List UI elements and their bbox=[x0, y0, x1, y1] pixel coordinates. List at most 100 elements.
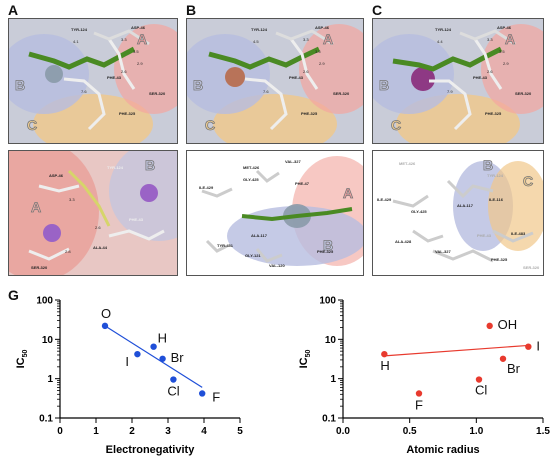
x-tick-label: 1 bbox=[93, 426, 99, 437]
docking-pose-d bbox=[9, 151, 177, 275]
data-point bbox=[381, 350, 388, 358]
region-label-a: A bbox=[31, 199, 42, 216]
point-label: O bbox=[101, 306, 111, 321]
residue-label: VAL-327 bbox=[435, 249, 451, 254]
data-point bbox=[415, 390, 423, 397]
y-axis-label-sub: 50 bbox=[305, 350, 312, 358]
residue-label: TYR-124 bbox=[435, 27, 452, 32]
point-label: Br bbox=[171, 350, 185, 365]
residue-label: GLY-425 bbox=[243, 177, 259, 182]
residue-label: TYR-124 bbox=[107, 165, 124, 170]
residue-label: TYR-124 bbox=[251, 27, 268, 32]
residue-label: ASP-46 bbox=[497, 25, 512, 30]
distance-label: 3.5 bbox=[315, 49, 321, 54]
y-tick-label: 10 bbox=[42, 335, 54, 346]
point-label: F bbox=[415, 397, 423, 412]
residue-label: PHE-43 bbox=[473, 75, 488, 80]
distance-label: 2.8 bbox=[65, 249, 71, 254]
y-axis-label-sub: 50 bbox=[22, 350, 29, 358]
point-label: OH bbox=[498, 317, 518, 332]
region-label-a: A bbox=[505, 31, 516, 48]
x-axis-label: Electronegativity bbox=[106, 444, 196, 456]
panel-letter-c: C bbox=[372, 2, 383, 18]
x-tick-label: 4 bbox=[201, 426, 207, 437]
residue-label: PHE-325 bbox=[491, 257, 508, 262]
chart-atomic-radius-svg: 0.1 1 10 100 0.0 0.5 1.0 1.5 Atomic radius IC50 OH… bbox=[298, 296, 550, 457]
distance-label: 2.9 bbox=[137, 61, 143, 66]
chart-electronegativity-svg: 0.1 1 10 100 0 1 2 3 4 5 Electronegativity IC50 O H Br… bbox=[15, 296, 243, 457]
residue-label: PHE-43 bbox=[129, 217, 144, 222]
point-label: Cl bbox=[167, 384, 179, 399]
region-label-a: A bbox=[137, 31, 148, 48]
region-label-b: B bbox=[323, 237, 334, 254]
trend-line bbox=[384, 344, 529, 357]
y-tick-label: 100 bbox=[36, 296, 53, 307]
residue-label: SER-320 bbox=[149, 91, 166, 96]
residue-label: ILE-483 bbox=[511, 231, 526, 236]
x-tick-label: 1.0 bbox=[469, 426, 483, 437]
distance-label: 2.9 bbox=[319, 61, 325, 66]
distance-label: 7.9 bbox=[447, 89, 453, 94]
docking-pose-e bbox=[187, 151, 363, 275]
data-point bbox=[159, 355, 166, 362]
residue-label: PHE-325 bbox=[119, 111, 136, 116]
y-tick-label: 0.1 bbox=[322, 414, 336, 425]
residue-label: PHE-325 bbox=[317, 249, 334, 254]
residue-label: MET-426 bbox=[243, 165, 260, 170]
distance-label: 3.5 bbox=[133, 49, 139, 54]
distance-label: 2.9 bbox=[503, 61, 509, 66]
x-tick-label: 5 bbox=[237, 426, 243, 437]
panel-b-image: A B C TYR-124 ASP-46 PHE-43 SER-320 PHE-… bbox=[186, 18, 364, 144]
point-label: Br bbox=[507, 361, 521, 376]
residue-label: PHE-43 bbox=[289, 75, 304, 80]
residue-label: GLY-121 bbox=[245, 253, 261, 258]
chart-electronegativity: 0.1 1 10 100 0 1 2 3 4 5 Electronegativity IC50 O H Br… bbox=[0, 285, 275, 463]
residue-label: TYR-451 bbox=[217, 243, 234, 248]
residue-label: ALA-117 bbox=[251, 233, 268, 238]
panel-letter-b: B bbox=[186, 2, 197, 18]
distance-label: 4.1 bbox=[73, 39, 79, 44]
docking-pose-a bbox=[9, 19, 177, 143]
point-label: H bbox=[158, 331, 167, 346]
panel-f-image: B C MET-426 TYR-124 ILE-429 GLY-425 ALA-… bbox=[372, 150, 544, 276]
y-axis-label-main: IC bbox=[15, 357, 27, 368]
y-axis-label: IC50 bbox=[15, 350, 29, 369]
distance-label: 4.5 bbox=[253, 39, 259, 44]
distance-label: 3.3 bbox=[69, 197, 75, 202]
data-point bbox=[150, 343, 157, 350]
residue-label: TYR-124 bbox=[71, 27, 88, 32]
point-label: I bbox=[536, 339, 540, 354]
panel-c-image: A B C TYR-124 ASP-46 PHE-43 SER-320 PHE-… bbox=[372, 18, 544, 144]
docking-pose-f bbox=[373, 151, 543, 275]
region-label-b: B bbox=[379, 77, 390, 94]
residue-label: PHE-325 bbox=[301, 111, 318, 116]
x-tick-label: 0 bbox=[57, 426, 63, 437]
x-tick-label: 3 bbox=[165, 426, 171, 437]
x-tick-label: 2 bbox=[129, 426, 135, 437]
y-tick-label: 10 bbox=[325, 335, 337, 346]
residue-label: ILE-116 bbox=[489, 197, 504, 202]
residue-label: VAL-327 bbox=[285, 159, 301, 164]
y-tick-label: 1 bbox=[330, 374, 336, 385]
data-point bbox=[199, 390, 206, 397]
distance-label: 3.3 bbox=[121, 37, 127, 42]
residue-label: GLY-425 bbox=[411, 209, 427, 214]
y-tick-label: 100 bbox=[319, 296, 336, 307]
docking-pose-c bbox=[373, 19, 543, 143]
distance-label: 2.6 bbox=[95, 225, 101, 230]
distance-label: 7.6 bbox=[81, 89, 87, 94]
y-axis-label-main: IC bbox=[298, 357, 310, 368]
residue-label: SER-320 bbox=[515, 91, 532, 96]
panel-a-image: A B C TYR-124 ASP-46 PHE-43 SER-320 PHE-… bbox=[8, 18, 178, 144]
region-label-c: C bbox=[27, 117, 38, 134]
region-label-a: A bbox=[343, 185, 354, 202]
x-axis-label: Atomic radius bbox=[406, 444, 479, 456]
y-axis-label: IC50 bbox=[298, 350, 312, 369]
residue-label: PHE-47 bbox=[295, 181, 310, 186]
residue-label: SER-320 bbox=[31, 265, 48, 270]
region-label-b: B bbox=[193, 77, 204, 94]
data-point bbox=[486, 322, 493, 330]
distance-label: 7.6 bbox=[263, 89, 269, 94]
region-label-c: C bbox=[205, 117, 216, 134]
panel-letter-g: G bbox=[8, 287, 19, 303]
